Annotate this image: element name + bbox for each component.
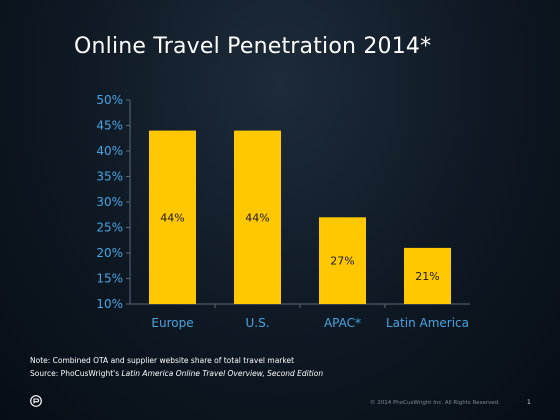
source-title: Latin America Online Travel Overview, Se… xyxy=(121,369,324,378)
y-tick-label: 50% xyxy=(96,93,123,107)
x-tick-label: APAC* xyxy=(324,316,361,330)
page-number: 1 xyxy=(527,399,531,406)
y-tick-label: 10% xyxy=(96,297,123,311)
notes-block: Note: Combined OTA and supplier website … xyxy=(30,354,323,380)
bar-value-label: 44% xyxy=(160,211,184,224)
bar-value-label: 21% xyxy=(415,270,439,283)
bar-apac xyxy=(319,217,366,304)
y-tick-label: 40% xyxy=(96,144,123,158)
chart-title: Online Travel Penetration 2014* xyxy=(74,34,432,59)
y-tick-label: 30% xyxy=(96,195,123,209)
source-prefix: Source: PhoCusWright's xyxy=(30,369,122,378)
copyright-footer: © 2014 PhoCusWright Inc. All Rights Rese… xyxy=(370,400,500,406)
bar-u-s xyxy=(234,130,281,304)
y-tick-label: 25% xyxy=(96,221,123,235)
bar-latin-america xyxy=(404,247,451,304)
bar-europe xyxy=(149,130,196,304)
y-tick-label: 20% xyxy=(96,246,123,260)
y-tick-label: 45% xyxy=(96,119,123,133)
bar-value-label: 27% xyxy=(330,255,354,268)
x-tick-label: U.S. xyxy=(245,316,269,330)
source-text: Source: PhoCusWright's Latin America Onl… xyxy=(30,367,323,380)
x-tick-label: Europe xyxy=(151,316,193,330)
x-tick-label: Latin America xyxy=(386,316,469,330)
y-tick-label: 15% xyxy=(96,272,123,286)
bar-value-label: 44% xyxy=(245,211,269,224)
y-tick-label: 35% xyxy=(96,170,123,184)
speech-bubble-logo-icon xyxy=(30,395,42,407)
note-text: Note: Combined OTA and supplier website … xyxy=(30,356,295,365)
